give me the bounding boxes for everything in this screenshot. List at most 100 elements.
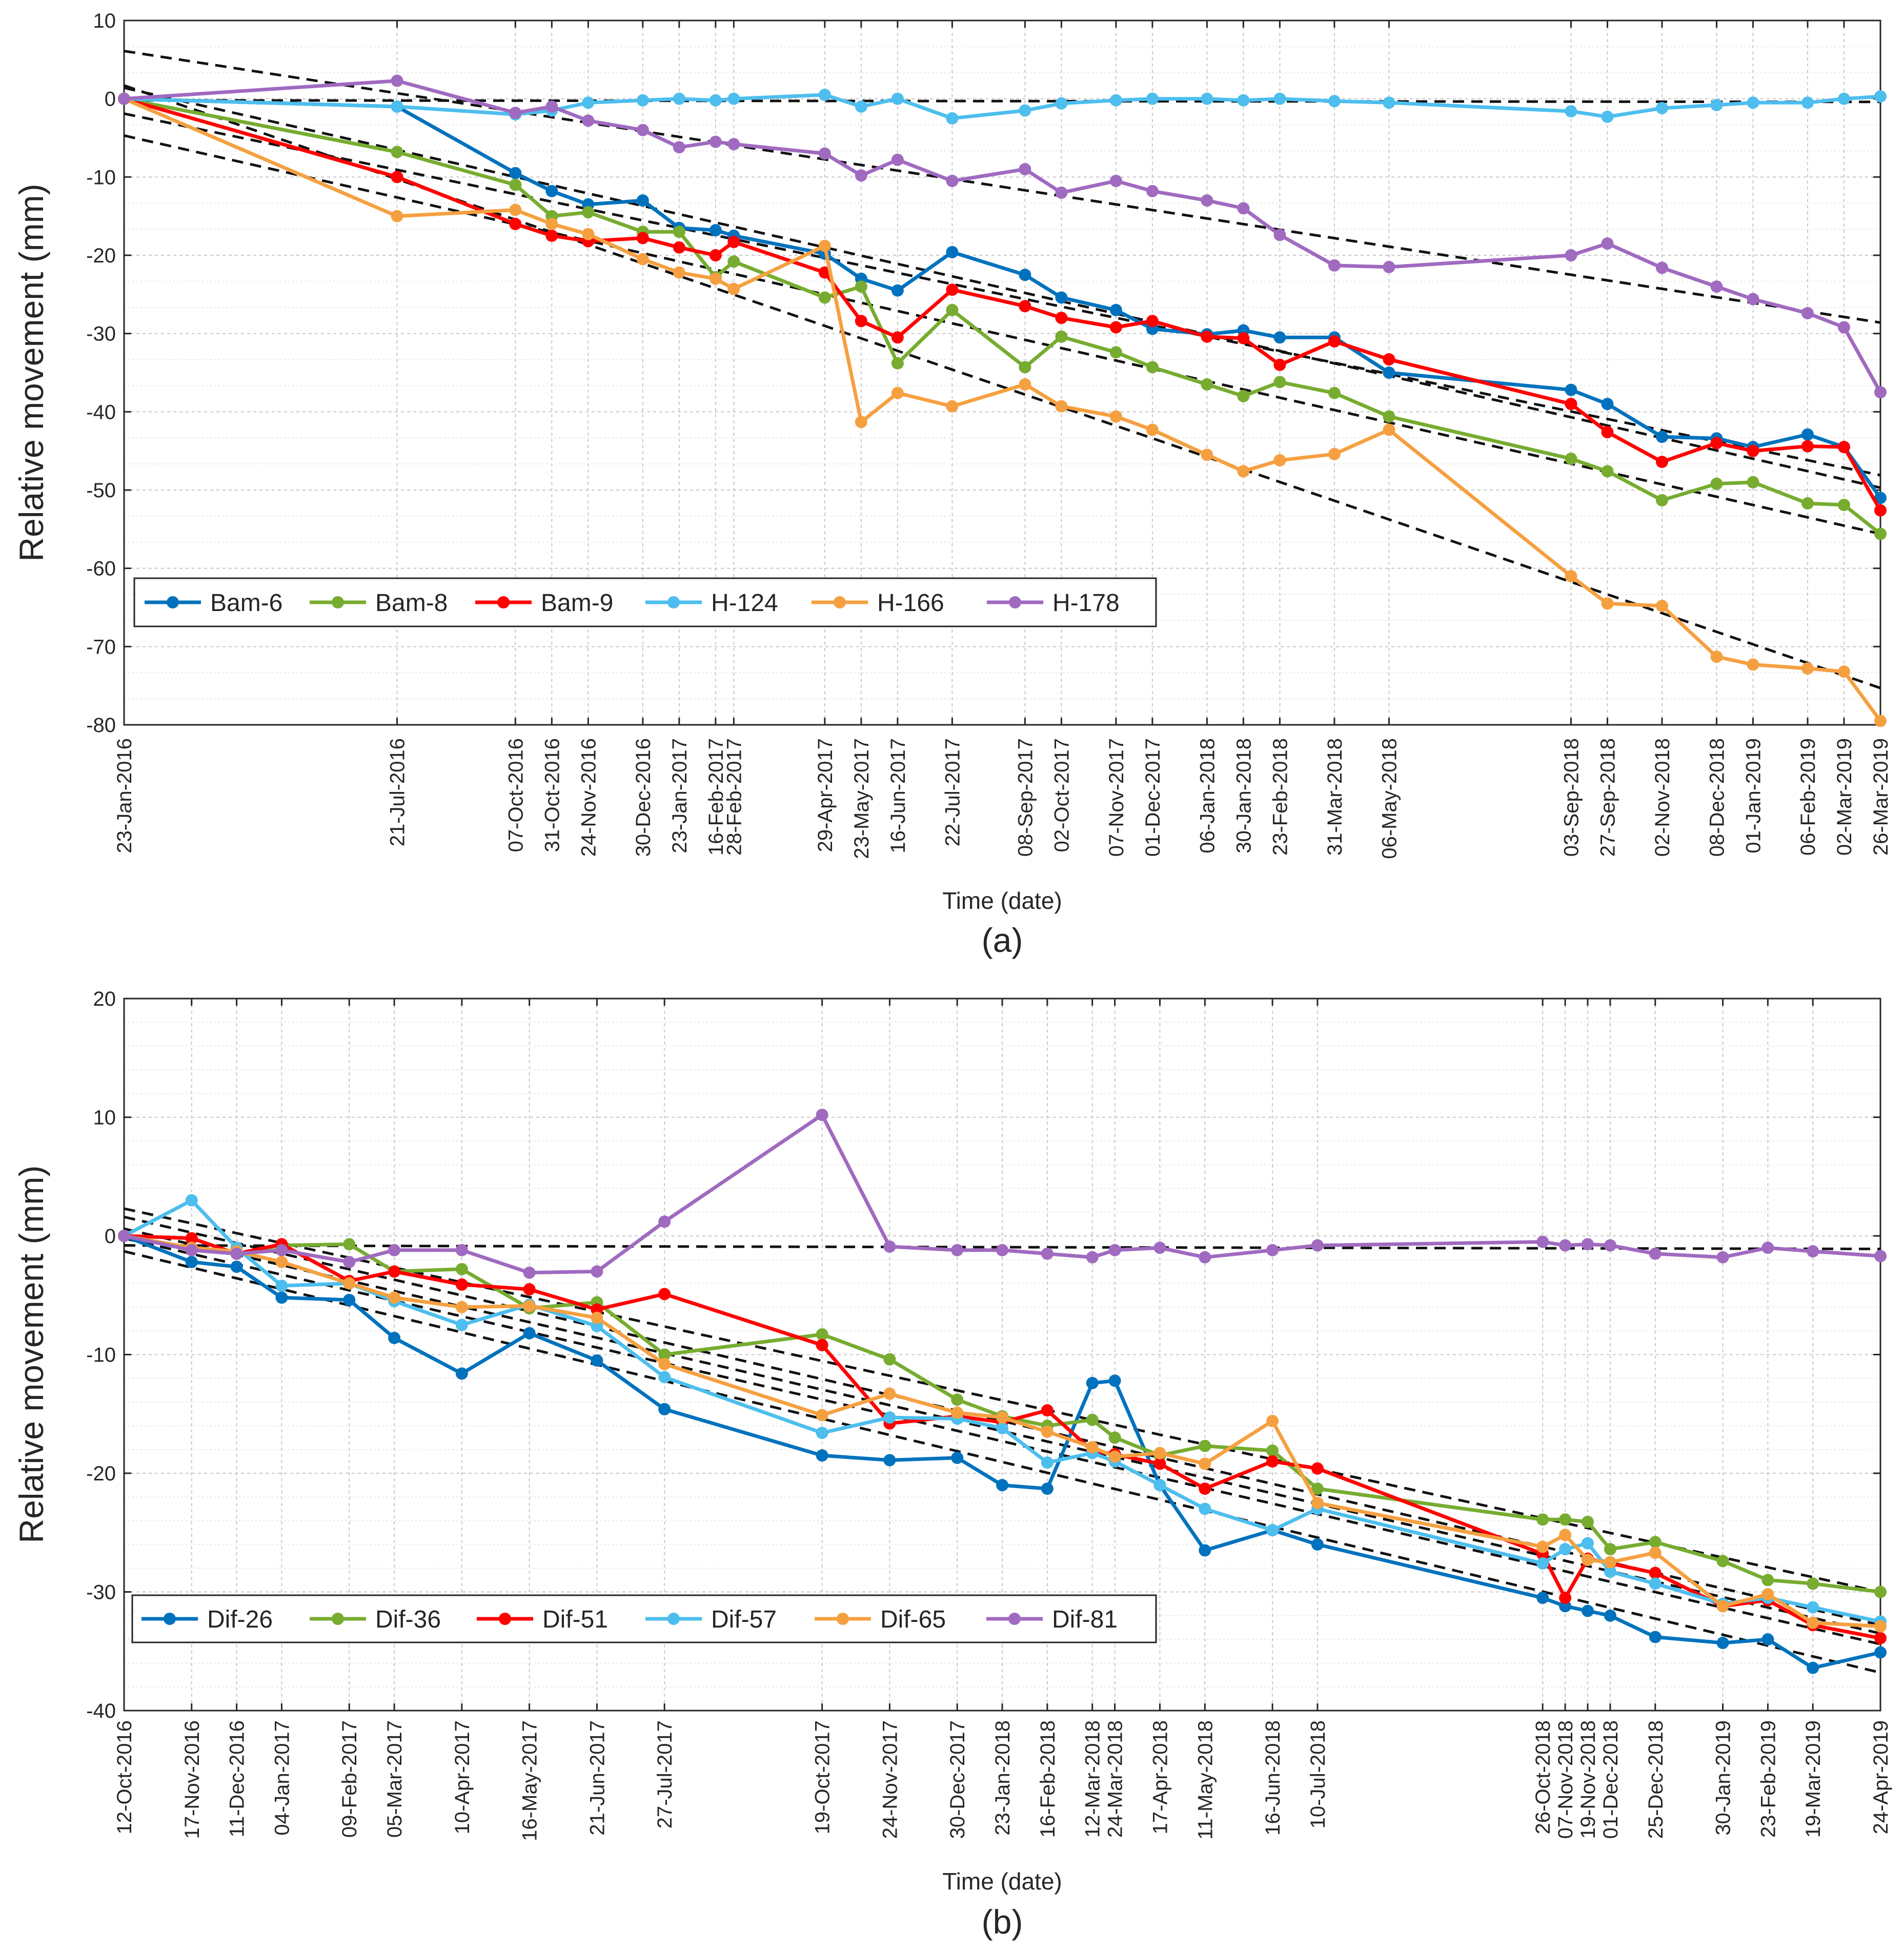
- x-tick-label: 10-Jul-2018: [1307, 1720, 1329, 1828]
- legend-swatch-marker: [837, 1613, 849, 1625]
- data-point: [1655, 431, 1668, 443]
- data-point: [1565, 383, 1577, 396]
- data-point: [1761, 1242, 1774, 1254]
- data-point: [1086, 1377, 1099, 1390]
- x-tick-label: 17-Nov-2016: [181, 1720, 204, 1839]
- data-point: [1716, 1600, 1729, 1613]
- data-point: [391, 171, 403, 184]
- data-point: [883, 1454, 896, 1467]
- data-point: [1383, 410, 1395, 423]
- data-point: [1019, 378, 1031, 391]
- data-point: [455, 1367, 468, 1380]
- data-point: [891, 331, 904, 344]
- data-point: [1199, 1544, 1211, 1557]
- legend-item: Bam-9: [475, 590, 613, 617]
- data-point: [946, 112, 959, 125]
- data-point: [1109, 346, 1122, 359]
- data-point: [1604, 1609, 1616, 1622]
- y-tick-label: -50: [86, 479, 116, 502]
- data-point: [946, 400, 959, 413]
- legend-item: Dif-26: [141, 1606, 273, 1633]
- data-point: [658, 1358, 671, 1371]
- x-tick-label: 16-Jun-2018: [1262, 1720, 1284, 1836]
- data-point: [388, 1244, 401, 1256]
- data-point: [509, 217, 522, 230]
- data-point: [1266, 1445, 1279, 1457]
- series-line: [124, 1234, 1881, 1640]
- data-point: [185, 1255, 198, 1268]
- data-point: [1108, 1244, 1121, 1256]
- data-point: [1801, 96, 1814, 109]
- data-point: [636, 94, 649, 107]
- x-tick-label: 30-Jan-2018: [1232, 738, 1255, 853]
- legend: Bam-6 Bam-8 Bam-9 H-124 H-166 H-178: [133, 577, 1157, 627]
- x-tick-label: 11-May-2018: [1194, 1720, 1217, 1840]
- data-point: [1649, 1547, 1662, 1559]
- data-point: [1041, 1404, 1054, 1417]
- data-point: [1328, 259, 1341, 272]
- data-point: [1874, 504, 1887, 517]
- x-tick-label: 07-Nov-2017: [1105, 738, 1128, 857]
- data-point: [1716, 1251, 1729, 1264]
- data-point: [1559, 1592, 1572, 1604]
- data-point: [1108, 1450, 1121, 1463]
- data-point: [816, 1108, 828, 1121]
- data-point: [636, 232, 649, 245]
- data-point: [455, 1263, 468, 1275]
- data-point: [883, 1411, 896, 1424]
- panel-label: (a): [982, 921, 1023, 959]
- legend-swatch-marker: [164, 1613, 176, 1625]
- data-point: [996, 1244, 1008, 1256]
- data-point: [946, 303, 959, 316]
- data-point: [1874, 1632, 1887, 1644]
- data-point: [1328, 448, 1341, 460]
- data-point: [1536, 1513, 1549, 1526]
- x-axis-label: Time (date): [942, 1868, 1062, 1895]
- legend-label: H-178: [1052, 590, 1120, 617]
- data-point: [1874, 90, 1887, 103]
- data-point: [1747, 293, 1759, 306]
- data-point: [816, 1328, 828, 1341]
- data-point: [1559, 1529, 1572, 1541]
- data-point: [996, 1422, 1008, 1435]
- data-point: [1266, 1455, 1279, 1468]
- data-point: [118, 92, 130, 105]
- data-point: [509, 204, 522, 216]
- data-point: [1199, 1482, 1211, 1495]
- legend-swatch-marker: [332, 1613, 344, 1625]
- series-bam-9: [118, 92, 1887, 517]
- data-point: [1055, 400, 1068, 413]
- data-point: [658, 1403, 671, 1415]
- data-point: [1604, 1239, 1616, 1252]
- x-tick-label: 12-Mar-2018: [1082, 1720, 1104, 1838]
- data-point: [1041, 1456, 1054, 1469]
- data-point: [673, 266, 685, 279]
- data-point: [818, 239, 831, 252]
- data-point: [509, 167, 522, 179]
- series-line: [123, 97, 1882, 722]
- data-point: [1601, 597, 1614, 610]
- x-tick-label: 23-May-2017: [850, 738, 873, 859]
- legend-item: Bam-6: [145, 590, 282, 617]
- data-point: [1055, 312, 1068, 324]
- data-point: [1747, 658, 1759, 671]
- data-point: [727, 282, 740, 295]
- data-point: [1019, 361, 1031, 374]
- y-tick-label: -20: [86, 245, 116, 267]
- data-point: [1807, 1661, 1819, 1674]
- data-point: [523, 1327, 536, 1339]
- y-tick-label: 0: [105, 1225, 116, 1248]
- data-point: [996, 1479, 1008, 1492]
- data-point: [1649, 1631, 1662, 1643]
- x-tick-label: 02-Oct-2017: [1050, 738, 1073, 852]
- y-axis-label: Relative movement (mm): [12, 1165, 50, 1543]
- data-point: [1604, 1556, 1616, 1569]
- data-point: [1383, 96, 1395, 109]
- data-point: [1055, 97, 1068, 110]
- data-point: [1153, 1242, 1166, 1254]
- data-point: [1328, 335, 1341, 348]
- data-point: [1055, 291, 1068, 304]
- x-tick-label: 24-Nov-2017: [879, 1720, 901, 1839]
- data-point: [1086, 1251, 1099, 1264]
- x-tick-label: 26-Mar-2019: [1870, 738, 1892, 856]
